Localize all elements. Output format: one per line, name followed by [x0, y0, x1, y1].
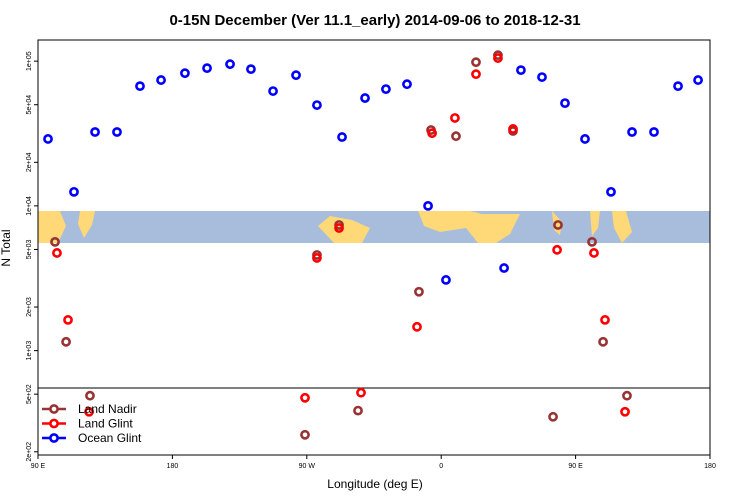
point: [600, 315, 610, 325]
point: [50, 236, 60, 247]
point: [112, 127, 122, 137]
map-land: [418, 211, 520, 243]
point: [423, 200, 433, 211]
point: [360, 93, 370, 103]
point: [334, 223, 344, 233]
point: [356, 387, 366, 398]
y-axis-label: N Total: [0, 229, 13, 266]
point: [451, 131, 461, 142]
point: [135, 81, 145, 92]
point: [516, 65, 526, 76]
point: [580, 134, 590, 144]
point: [353, 405, 363, 416]
point: [493, 53, 503, 63]
point: [598, 336, 608, 347]
point: [427, 128, 437, 139]
point: [414, 286, 424, 297]
point: [225, 59, 235, 70]
point: [337, 132, 347, 142]
point: [52, 248, 62, 258]
legend-label: Land Glint: [78, 417, 133, 431]
point: [589, 248, 599, 258]
y-tick-label: 5e+04: [26, 95, 33, 115]
point: [693, 75, 703, 85]
map-land: [38, 211, 66, 243]
point: [412, 321, 422, 332]
point: [508, 124, 518, 134]
x-tick-label: 180: [704, 463, 716, 470]
x-tick-label: 90 W: [299, 463, 316, 470]
point: [552, 244, 562, 255]
y-tick-label: 1e+05: [26, 51, 33, 71]
point: [246, 64, 256, 75]
map-land: [318, 216, 370, 243]
legend-symbol: [49, 433, 59, 443]
y-tick-label: 5e+02: [26, 384, 33, 404]
legend-symbol: [49, 418, 59, 429]
y-tick-label: 1e+04: [26, 196, 33, 216]
map-land: [78, 211, 95, 238]
point: [85, 390, 95, 401]
x-tick-label: 0: [439, 463, 443, 470]
y-tick-label: 2e+04: [26, 152, 33, 172]
point: [553, 220, 563, 230]
x-tick-label: 90 E: [31, 463, 46, 470]
point: [622, 390, 632, 401]
chart-title: 0-15N December (Ver 11.1_early) 2014-09-…: [169, 12, 580, 29]
point: [291, 70, 301, 81]
point: [300, 429, 310, 440]
point: [471, 69, 481, 80]
point: [90, 127, 100, 137]
point: [156, 75, 166, 85]
point: [402, 79, 412, 90]
legend-label: Land Nadir: [78, 402, 137, 416]
point: [450, 113, 460, 123]
map-land: [590, 211, 632, 243]
point: [61, 336, 71, 347]
x-tick-label: 180: [167, 463, 179, 470]
point: [560, 98, 570, 109]
point: [649, 127, 659, 137]
y-tick-label: 1e+03: [26, 341, 33, 361]
point: [627, 127, 637, 137]
x-tick-label: 90 E: [568, 463, 583, 470]
legend-symbol: [49, 404, 59, 414]
point: [84, 406, 94, 417]
point: [471, 57, 481, 68]
point: [673, 81, 683, 92]
point: [300, 392, 310, 403]
point: [202, 63, 212, 74]
legend-label: Ocean Glint: [78, 431, 142, 445]
point: [606, 186, 616, 197]
map-band: [38, 211, 710, 243]
point: [268, 86, 278, 96]
map-ocean: [38, 211, 710, 243]
point: [620, 406, 630, 417]
point: [548, 411, 558, 422]
point: [180, 68, 190, 79]
point: [312, 100, 322, 110]
x-axis-label: Longitude (deg E): [327, 477, 422, 491]
y-tick-label: 5e+03: [26, 240, 33, 260]
plot-frame: [37, 39, 711, 456]
point: [63, 315, 73, 325]
point: [43, 134, 53, 144]
y-tick-label: 2e+02: [26, 442, 33, 462]
point: [381, 84, 391, 95]
point: [499, 263, 509, 273]
point: [537, 72, 547, 82]
point: [441, 275, 451, 285]
point: [587, 236, 597, 247]
y-tick-label: 2e+03: [26, 297, 33, 317]
point: [69, 186, 79, 197]
point: [312, 253, 322, 263]
